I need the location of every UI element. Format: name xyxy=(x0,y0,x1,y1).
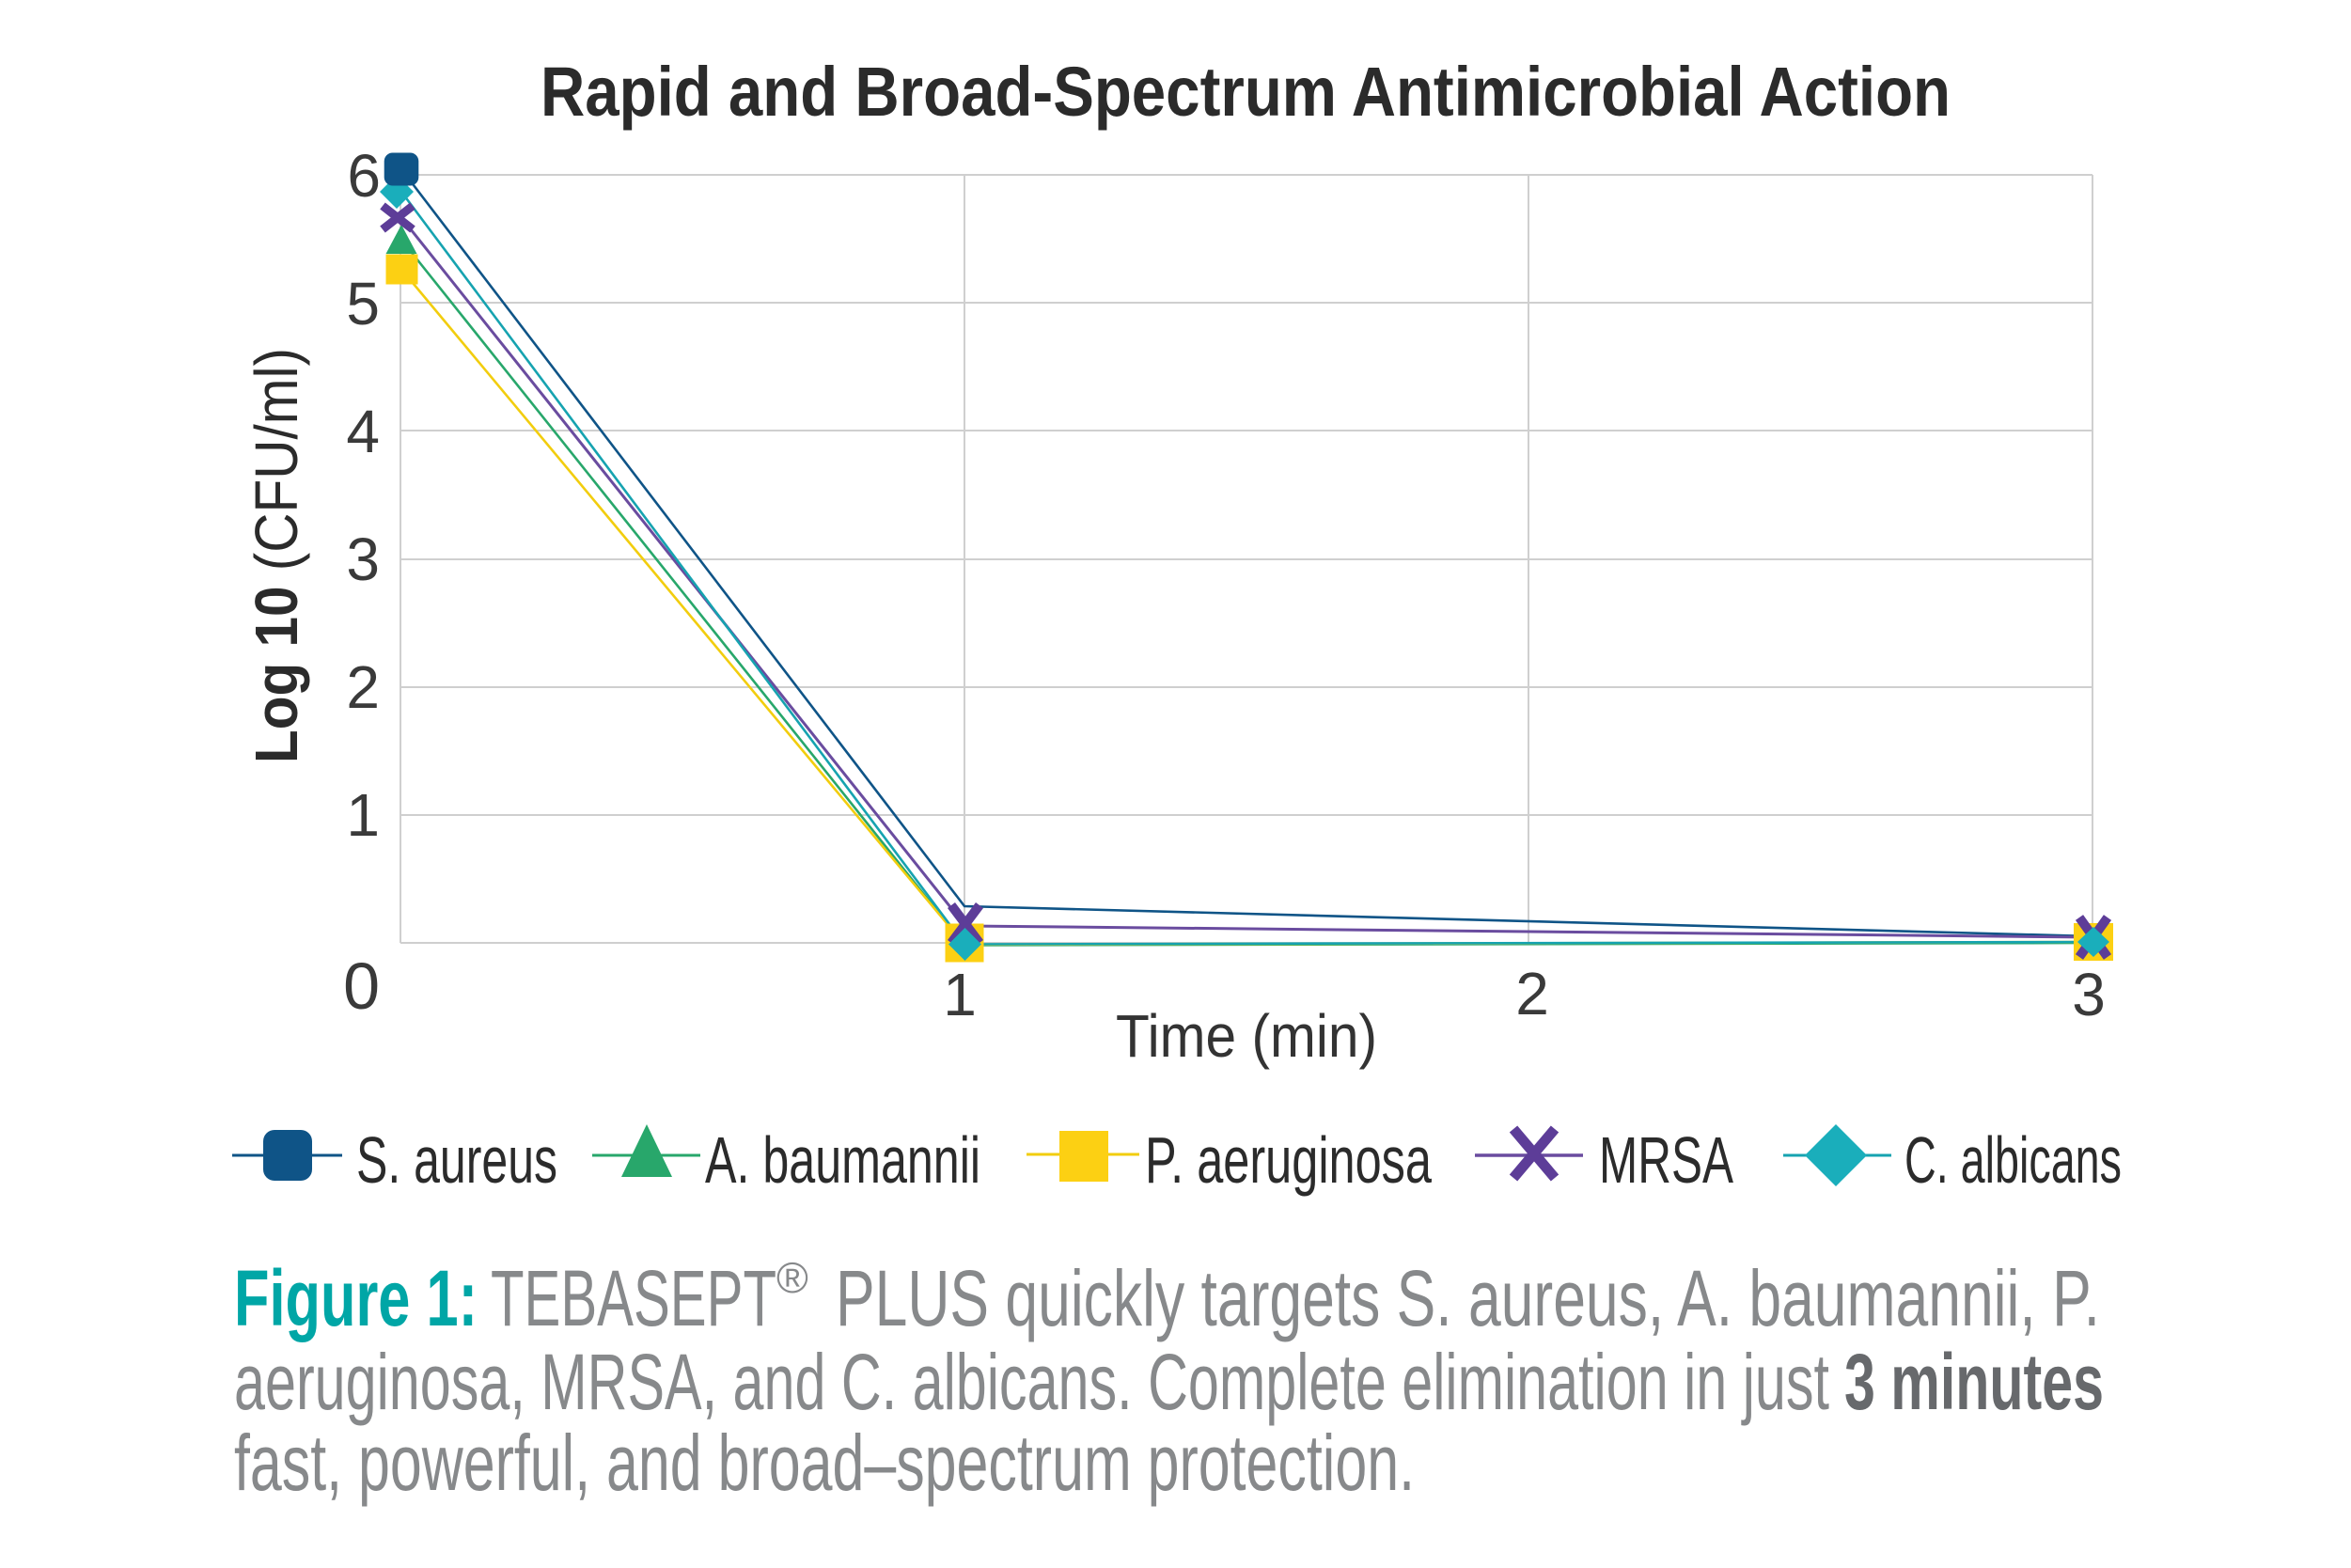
svg-text:6: 6 xyxy=(347,142,381,210)
svg-text:fast, powerful, and broad–spec: fast, powerful, and broad–spectrum prote… xyxy=(234,1419,1415,1507)
svg-text:3: 3 xyxy=(2072,961,2106,1028)
svg-text:A. baumannii: A. baumannii xyxy=(705,1123,980,1197)
svg-text:1: 1 xyxy=(346,781,380,849)
svg-text:3: 3 xyxy=(346,525,380,593)
svg-text:P. aeruginosa: P. aeruginosa xyxy=(1145,1123,1432,1197)
svg-text:0: 0 xyxy=(343,949,380,1023)
svg-text:1: 1 xyxy=(943,961,977,1028)
svg-text:Time (min): Time (min) xyxy=(1116,1002,1377,1070)
svg-text:5: 5 xyxy=(346,270,380,337)
svg-text:2: 2 xyxy=(1515,960,1549,1027)
svg-text:Log 10 (CFU/ml): Log 10 (CFU/ml) xyxy=(243,348,310,763)
svg-text:TEBASEPT: TEBASEPT xyxy=(491,1254,776,1342)
svg-text:aeruginosa, MRSA, and C. albic: aeruginosa, MRSA, and C. albicans. Compl… xyxy=(234,1338,1829,1426)
svg-text:Rapid and Broad-Spectrum Antim: Rapid and Broad-Spectrum Antimicrobial A… xyxy=(541,53,1951,131)
svg-text:PLUS quickly targets S. aureus: PLUS quickly targets S. aureus, A. bauma… xyxy=(836,1254,2100,1342)
svg-text:MRSA: MRSA xyxy=(1599,1123,1733,1197)
svg-text:C. albicans: C. albicans xyxy=(1904,1123,2122,1197)
svg-text:Figure 1:: Figure 1: xyxy=(234,1254,478,1342)
svg-text:2: 2 xyxy=(346,653,380,721)
svg-text:4: 4 xyxy=(346,398,380,465)
svg-text:®: ® xyxy=(776,1253,808,1302)
svg-text:3 minutes: 3 minutes xyxy=(1844,1338,2104,1426)
svg-text:S. aureus: S. aureus xyxy=(356,1123,557,1197)
